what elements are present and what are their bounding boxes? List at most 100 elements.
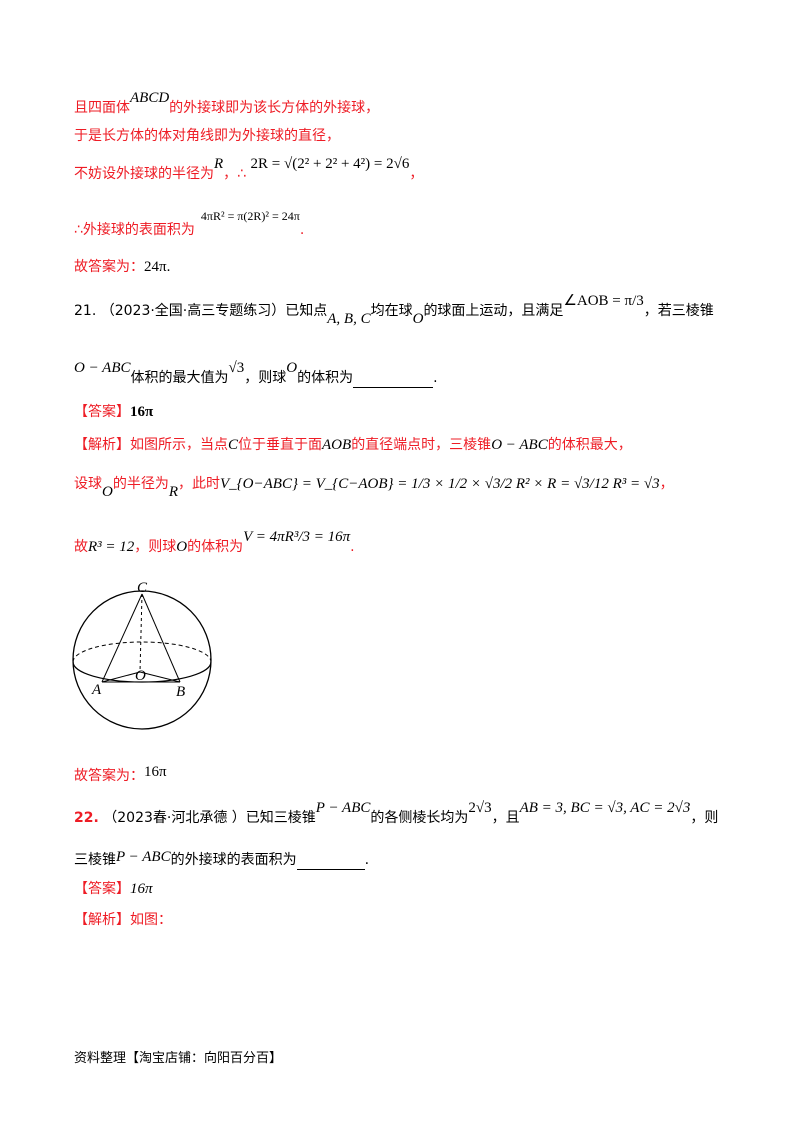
math: ∠AOB = π/3 bbox=[563, 293, 644, 309]
math: R³ = 12 bbox=[88, 539, 135, 555]
text: 的球面上运动，且满足 bbox=[423, 303, 564, 319]
text: 的外接球即为该长方体的外接球， bbox=[169, 100, 380, 116]
edge-CO bbox=[139, 593, 143, 673]
prev-line-1: 且四面体ABCD的外接球即为该长方体的外接球， bbox=[74, 90, 380, 118]
question-source: （2023春·河北承德 ） bbox=[103, 810, 246, 826]
q21-answer: 【答案】16π bbox=[74, 402, 153, 422]
text: ， bbox=[409, 166, 424, 182]
math: √3 bbox=[228, 360, 245, 376]
sphere-figure: C O A B bbox=[72, 580, 212, 730]
label: 故答案为： bbox=[74, 768, 144, 784]
edge-CB bbox=[141, 593, 181, 683]
footer: 资料整理【淘宝店铺：向阳百分百】 bbox=[74, 1051, 283, 1066]
text: 不妨设外接球的半径为 bbox=[74, 166, 214, 182]
question-source: （2023·全国·高三专题练习） bbox=[100, 303, 286, 319]
text: 的体积为 bbox=[297, 370, 354, 386]
math-formula: V_{O−ABC} = V_{C−AOB} = 1/3 × 1/2 × √3/2… bbox=[220, 476, 660, 492]
question-number: 21. bbox=[74, 303, 97, 319]
text: . bbox=[299, 222, 305, 238]
analysis-label: 【解析】 bbox=[74, 912, 130, 928]
math: AB = 3, BC = √3, AC = 2√3 bbox=[519, 800, 691, 816]
text: ∴外接球的表面积为 bbox=[74, 222, 195, 238]
prev-final-answer: 故答案为：24π. bbox=[74, 257, 170, 277]
q22-analysis: 【解析】如图： bbox=[74, 910, 172, 930]
sphere-outline bbox=[72, 590, 212, 730]
edge-AO bbox=[101, 671, 141, 683]
q22-line-1: 22. （2023春·河北承德 ）已知三棱锥P − ABC的各侧棱长均为2√3，… bbox=[74, 800, 719, 828]
answer-value: 16π bbox=[130, 881, 153, 897]
answer-blank bbox=[296, 855, 365, 870]
answer-blank bbox=[353, 373, 434, 388]
question-number: 22. bbox=[74, 810, 99, 826]
math-formula: 2R = √(2² + 2² + 4²) = 2√6 bbox=[250, 156, 410, 172]
text: ，若三棱锥 bbox=[643, 303, 714, 319]
q21-analysis-2: 设球O的半径为R，此时V_{O−ABC} = V_{C−AOB} = 1/3 ×… bbox=[74, 474, 674, 500]
text: 位于垂直于面 bbox=[238, 437, 323, 453]
text: 三棱锥 bbox=[74, 852, 116, 868]
equator-back bbox=[72, 641, 212, 663]
q21-analysis-3: 故R³ = 12，则球O的体积为V = 4πR³/3 = 16π. bbox=[74, 529, 355, 557]
math: O − ABC bbox=[491, 437, 548, 453]
text: 故 bbox=[74, 539, 88, 555]
q21-line-1: 21. （2023·全国·高三专题练习）已知点A, B, C均在球O的球面上运动… bbox=[74, 293, 714, 327]
text: . bbox=[433, 370, 438, 386]
answer-label: 【答案】 bbox=[74, 881, 130, 897]
text: 的体积为 bbox=[187, 539, 244, 555]
text: 的外接球的表面积为 bbox=[170, 852, 297, 868]
math: O bbox=[176, 539, 188, 555]
math: O bbox=[102, 484, 113, 500]
math: O bbox=[412, 311, 424, 327]
text: ，∴ bbox=[223, 166, 247, 182]
label-O: O bbox=[135, 668, 146, 684]
math-formula: 4πR² = π(2R)² = 24π bbox=[200, 209, 300, 223]
math: A, B, C bbox=[327, 311, 371, 327]
q21-analysis-1: 【解析】如图所示，当点C位于垂直于面AOB的直径端点时，三棱锥O − ABC的体… bbox=[74, 435, 632, 455]
text: 已知点 bbox=[285, 303, 328, 319]
math: O bbox=[286, 360, 298, 376]
label-B: B bbox=[176, 684, 185, 700]
text: 均在球 bbox=[370, 303, 413, 319]
text: 且四面体 bbox=[74, 100, 130, 116]
text: ， bbox=[659, 476, 674, 492]
math: P − ABC bbox=[116, 849, 171, 865]
math: O − ABC bbox=[74, 360, 131, 376]
math: AOB bbox=[322, 437, 352, 453]
analysis-label: 【解析】 bbox=[74, 437, 130, 453]
answer-label: 【答案】 bbox=[74, 404, 130, 420]
text: . bbox=[364, 852, 370, 868]
math: 2√3 bbox=[468, 800, 492, 816]
math: R bbox=[168, 484, 179, 500]
edge-OB bbox=[139, 671, 181, 683]
text: . bbox=[350, 539, 355, 555]
value: 16π bbox=[144, 764, 167, 780]
text: 如图所示，当点 bbox=[130, 437, 228, 453]
text: 的体积最大， bbox=[547, 437, 632, 453]
q21-final-answer: 故答案为：16π bbox=[74, 764, 167, 786]
text: ，则球 bbox=[244, 370, 287, 386]
math: R bbox=[214, 156, 224, 172]
text: 已知三棱锥 bbox=[245, 810, 316, 826]
math: P − ABC bbox=[315, 800, 371, 816]
math: ABCD bbox=[130, 90, 170, 106]
text: ，且 bbox=[491, 810, 520, 826]
text: ，此时 bbox=[178, 476, 221, 492]
text: ，则球 bbox=[134, 539, 177, 555]
answer-value: 16π bbox=[130, 404, 154, 420]
text: 体积的最大值为 bbox=[130, 370, 229, 386]
label-C: C bbox=[137, 580, 148, 596]
math: C bbox=[228, 437, 239, 453]
text: 的各侧棱长均为 bbox=[370, 810, 469, 826]
text: 设球 bbox=[74, 476, 102, 492]
edge-CA bbox=[101, 593, 143, 683]
prev-line-4: ∴外接球的表面积为 4πR² = π(2R)² = 24π. bbox=[74, 209, 305, 240]
label: 故答案为： bbox=[74, 259, 144, 275]
prev-line-3: 不妨设外接球的半径为R，∴ 2R = √(2² + 2² + 4²) = 2√6… bbox=[74, 156, 424, 184]
prev-line-2: 于是长方体的体对角线即为外接球的直径， bbox=[74, 128, 340, 144]
text: 的直径端点时，三棱锥 bbox=[351, 437, 492, 453]
q22-answer: 【答案】16π bbox=[74, 879, 153, 899]
math-formula: V = 4πR³/3 = 16π bbox=[243, 529, 351, 545]
q22-line-2: 三棱锥P − ABC的外接球的表面积为. bbox=[74, 849, 370, 870]
q21-line-2: O − ABC体积的最大值为√3，则球O的体积为. bbox=[74, 360, 438, 388]
text: ，则 bbox=[690, 810, 719, 826]
